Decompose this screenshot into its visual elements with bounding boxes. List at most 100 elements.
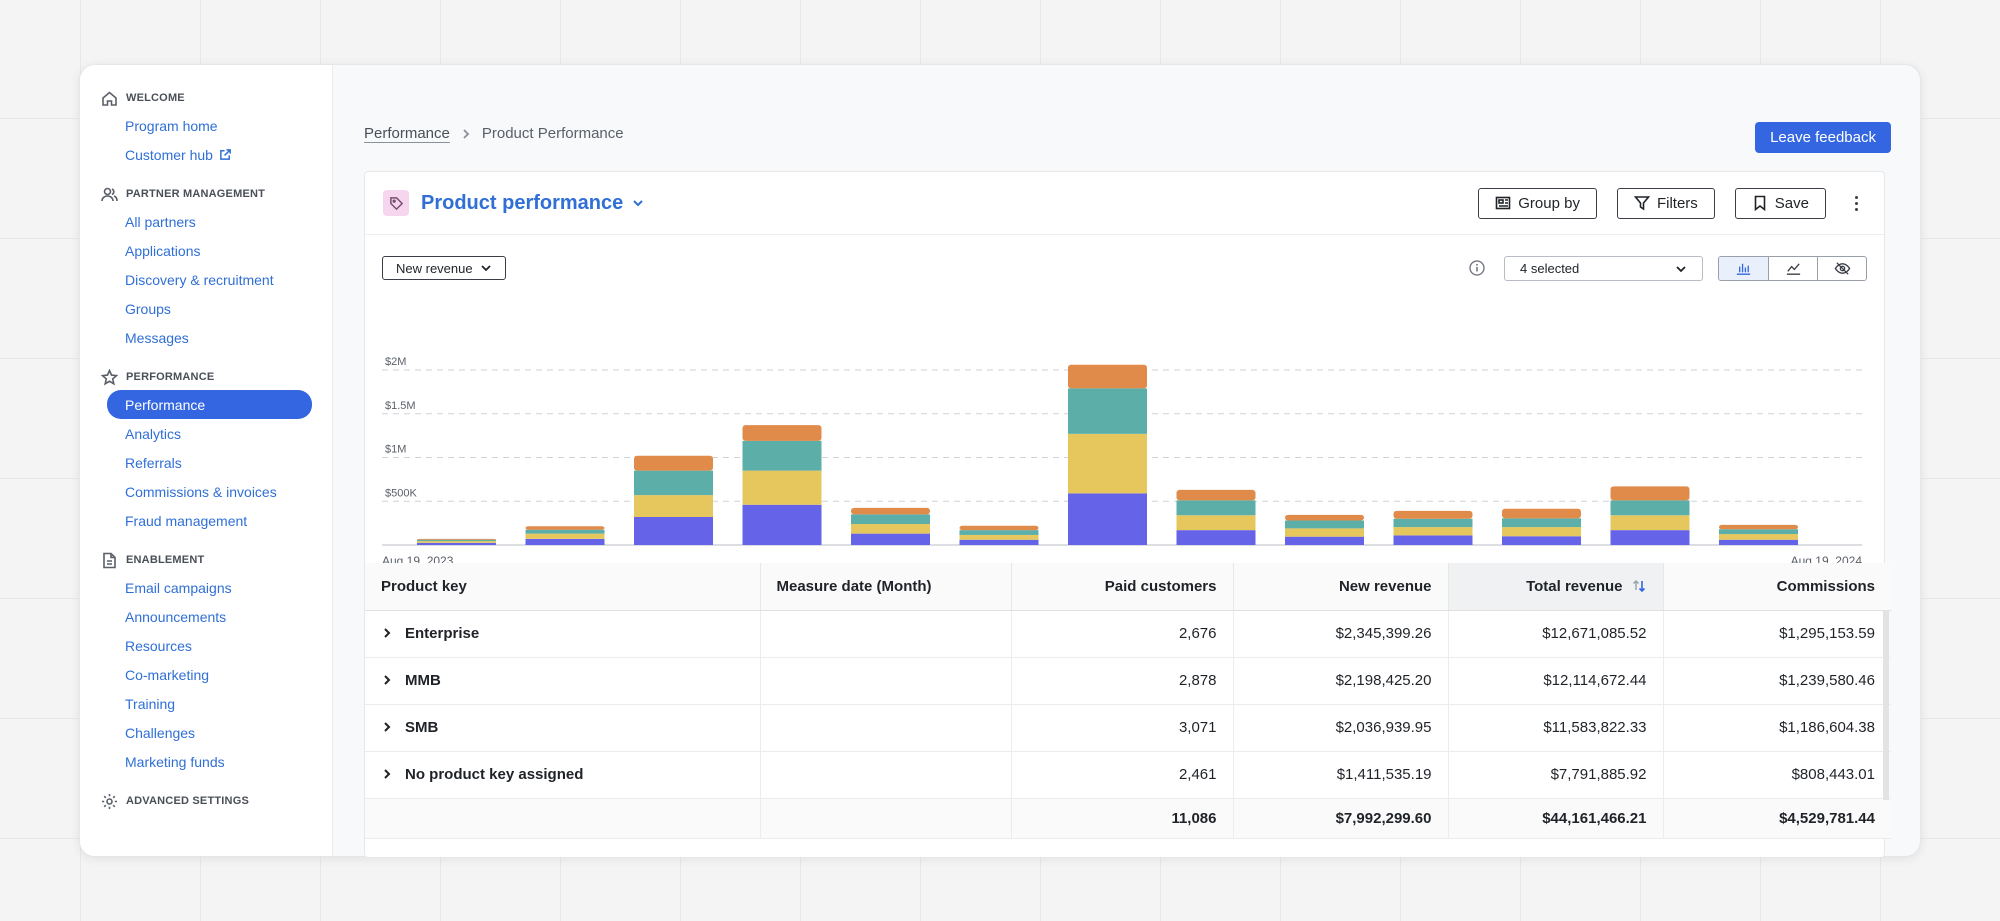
sidebar-item-applications[interactable]: Applications bbox=[107, 236, 312, 265]
product-key-cell[interactable]: Enterprise bbox=[365, 610, 761, 658]
bar-segment[interactable] bbox=[959, 539, 1039, 545]
sidebar-item-customer-hub[interactable]: Customer hub bbox=[107, 140, 312, 169]
bar-segment[interactable] bbox=[1068, 433, 1147, 494]
sidebar-item-resources[interactable]: Resources bbox=[107, 631, 312, 660]
bar-stack[interactable] bbox=[1502, 508, 1581, 545]
bar-segment[interactable] bbox=[1285, 514, 1364, 521]
bar-segment[interactable] bbox=[1502, 508, 1581, 519]
bar-segment[interactable] bbox=[1719, 539, 1798, 545]
product-key-cell[interactable]: No product key assigned bbox=[365, 751, 761, 799]
bar-stack[interactable] bbox=[1285, 514, 1364, 545]
bar-segment[interactable] bbox=[959, 530, 1039, 535]
bar-segment[interactable] bbox=[1610, 515, 1690, 531]
chevron-right-icon[interactable] bbox=[381, 627, 393, 639]
bar-segment[interactable] bbox=[742, 504, 822, 545]
bar-stack[interactable] bbox=[1068, 364, 1147, 545]
chevron-right-icon[interactable] bbox=[381, 721, 393, 733]
bar-segment[interactable] bbox=[1176, 489, 1256, 501]
bar-segment[interactable] bbox=[634, 517, 713, 545]
table-row[interactable]: MMB 2,878 $2,198,425.20 $12,114,672.44 $… bbox=[365, 657, 1891, 705]
series-select[interactable]: 4 selected bbox=[1504, 256, 1703, 281]
column-header[interactable]: Paid customers bbox=[1011, 563, 1234, 611]
product-key-cell[interactable]: SMB bbox=[365, 704, 761, 752]
bar-segment[interactable] bbox=[1176, 500, 1256, 516]
table-scrollbar[interactable] bbox=[1883, 610, 1889, 800]
line-chart-view-button[interactable] bbox=[1768, 257, 1817, 280]
sidebar-item-program-home[interactable]: Program home bbox=[107, 111, 312, 140]
bar-stack[interactable] bbox=[959, 525, 1039, 545]
sidebar-item-all-partners[interactable]: All partners bbox=[107, 207, 312, 236]
sidebar-item-announcements[interactable]: Announcements bbox=[107, 602, 312, 631]
bar-segment[interactable] bbox=[1393, 527, 1473, 536]
sidebar-item-fraud-management[interactable]: Fraud management bbox=[107, 506, 312, 535]
bar-segment[interactable] bbox=[1393, 518, 1473, 528]
bar-segment[interactable] bbox=[959, 534, 1039, 540]
bar-segment[interactable] bbox=[525, 526, 605, 530]
sidebar-item-marketing-funds[interactable]: Marketing funds bbox=[107, 747, 312, 776]
bar-segment[interactable] bbox=[851, 514, 930, 524]
group-by-button[interactable]: Group by bbox=[1478, 187, 1597, 219]
bar-segment[interactable] bbox=[1176, 530, 1256, 545]
table-row[interactable]: No product key assigned 2,461 $1,411,535… bbox=[365, 751, 1891, 799]
filters-button[interactable]: Filters bbox=[1616, 187, 1715, 219]
bar-segment[interactable] bbox=[634, 495, 713, 517]
column-header[interactable]: Product key bbox=[365, 563, 761, 611]
bar-segment[interactable] bbox=[417, 538, 496, 540]
product-key-cell[interactable]: MMB bbox=[365, 657, 761, 705]
column-header-sorted[interactable]: Total revenue bbox=[1448, 563, 1664, 611]
bar-stack[interactable] bbox=[417, 538, 496, 545]
bar-segment[interactable] bbox=[525, 538, 605, 545]
measure-dropdown[interactable]: New revenue bbox=[382, 256, 506, 280]
bar-segment[interactable] bbox=[851, 533, 930, 545]
bar-segment[interactable] bbox=[1068, 493, 1147, 545]
more-options-icon[interactable] bbox=[1846, 188, 1866, 219]
bar-stack[interactable] bbox=[634, 455, 713, 545]
breadcrumb-parent-link[interactable]: Performance bbox=[364, 125, 450, 142]
column-header[interactable]: Commissions bbox=[1663, 563, 1891, 611]
sidebar-item-challenges[interactable]: Challenges bbox=[107, 718, 312, 747]
bar-segment[interactable] bbox=[1068, 364, 1147, 389]
sidebar-item-co-marketing[interactable]: Co-marketing bbox=[107, 660, 312, 689]
column-header[interactable]: Measure date (Month) bbox=[760, 563, 1012, 611]
bar-stack[interactable] bbox=[1719, 524, 1798, 545]
bar-segment[interactable] bbox=[1068, 388, 1147, 434]
bar-stack[interactable] bbox=[1610, 486, 1690, 545]
info-icon[interactable] bbox=[1469, 260, 1485, 276]
bar-segment[interactable] bbox=[634, 470, 713, 496]
chevron-right-icon[interactable] bbox=[381, 674, 393, 686]
bar-segment[interactable] bbox=[1610, 530, 1690, 545]
report-title[interactable]: Product performance bbox=[421, 191, 624, 214]
sidebar-item-referrals[interactable]: Referrals bbox=[107, 448, 312, 477]
bar-segment[interactable] bbox=[417, 541, 496, 543]
bar-chart-view-button[interactable] bbox=[1719, 257, 1769, 280]
table-row[interactable]: Enterprise 2,676 $2,345,399.26 $12,671,0… bbox=[365, 610, 1891, 658]
bar-segment[interactable] bbox=[417, 542, 496, 545]
bar-segment[interactable] bbox=[1285, 528, 1364, 537]
bar-segment[interactable] bbox=[851, 524, 930, 534]
bar-segment[interactable] bbox=[1610, 500, 1690, 516]
save-button[interactable]: Save bbox=[1734, 187, 1826, 219]
sidebar-item-performance[interactable]: Performance bbox=[107, 390, 312, 419]
bar-stack[interactable] bbox=[525, 526, 605, 545]
sidebar-item-email-campaigns[interactable]: Email campaigns bbox=[107, 573, 312, 602]
bar-segment[interactable] bbox=[742, 440, 822, 471]
sidebar-item-commissions-invoices[interactable]: Commissions & invoices bbox=[107, 477, 312, 506]
chevron-down-icon[interactable] bbox=[631, 196, 645, 210]
bar-segment[interactable] bbox=[525, 529, 605, 534]
bar-segment[interactable] bbox=[1719, 529, 1798, 535]
bar-segment[interactable] bbox=[851, 507, 930, 515]
bar-segment[interactable] bbox=[959, 525, 1039, 531]
sidebar-item-training[interactable]: Training bbox=[107, 689, 312, 718]
bar-segment[interactable] bbox=[1719, 534, 1798, 540]
table-row[interactable]: SMB 3,071 $2,036,939.95 $11,583,822.33 $… bbox=[365, 704, 1891, 752]
bar-stack[interactable] bbox=[742, 425, 822, 545]
column-header[interactable]: New revenue bbox=[1233, 563, 1449, 611]
bar-segment[interactable] bbox=[1393, 510, 1473, 519]
sidebar-item-groups[interactable]: Groups bbox=[107, 294, 312, 323]
bar-segment[interactable] bbox=[742, 470, 822, 505]
bar-segment[interactable] bbox=[1285, 520, 1364, 529]
bar-segment[interactable] bbox=[634, 455, 713, 471]
sidebar-item-analytics[interactable]: Analytics bbox=[107, 419, 312, 448]
bar-segment[interactable] bbox=[525, 533, 605, 539]
sidebar-item-discovery-recruitment[interactable]: Discovery & recruitment bbox=[107, 265, 312, 294]
